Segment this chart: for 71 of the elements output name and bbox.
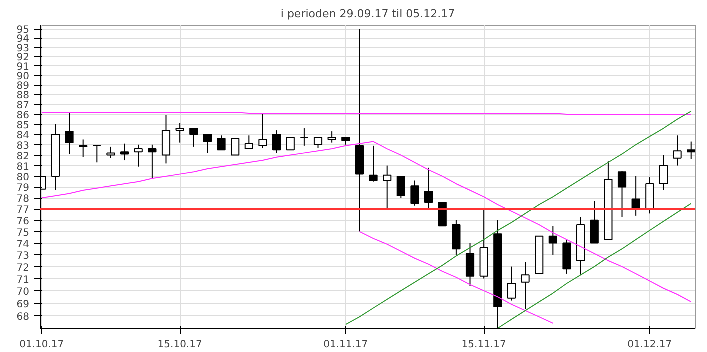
candlestick: [272, 130, 282, 154]
x-tick-label: 01.12.17: [628, 340, 672, 350]
candlestick: [673, 135, 682, 166]
candlestick: [134, 144, 143, 168]
y-tick-label: 92: [16, 52, 30, 64]
y-tick-label: 86: [16, 110, 30, 122]
candlestick: [190, 128, 198, 148]
candlestick: [466, 242, 475, 287]
line-series: [345, 110, 692, 326]
candlestick: [383, 165, 392, 210]
candlestick: [106, 146, 116, 159]
line-series: [359, 231, 554, 324]
candlestick: [424, 167, 434, 210]
y-tick-label: 79: [16, 183, 30, 194]
line-series: [41, 141, 692, 303]
y-tick-label: 89: [16, 81, 30, 92]
candlestick: [314, 137, 323, 148]
y-tick-label: 84: [16, 130, 30, 142]
candlestick: [217, 135, 226, 151]
x-tick-label: 01.11.17: [324, 340, 368, 350]
candlestick: [231, 138, 240, 156]
candlestick: [410, 180, 420, 206]
candlestick: [590, 200, 599, 244]
y-tick-label: 91: [16, 62, 30, 73]
x-tick-label: 15.10.17: [158, 340, 202, 350]
y-tick-label: 70: [16, 286, 30, 298]
candlestick: [328, 131, 336, 144]
candlestick: [618, 170, 627, 218]
candlestick: [548, 226, 558, 256]
line-series: [497, 203, 692, 328]
y-tick-label: 82: [16, 151, 30, 162]
y-tick-label: 68: [16, 312, 30, 323]
candlestick: [300, 128, 309, 146]
y-tick-label: 73: [16, 250, 30, 262]
y-tick-label: 71: [16, 274, 30, 286]
candlestick: [203, 134, 212, 154]
y-tick-label: 90: [16, 71, 30, 82]
x-tick-label: 01.10.17: [20, 340, 64, 350]
y-tick-label: 69: [16, 299, 30, 310]
candlestick: [79, 139, 88, 158]
candlestick: [120, 143, 130, 162]
candlestick: [258, 112, 268, 148]
y-tick-label: 88: [16, 90, 30, 102]
y-tick-label: 83: [16, 140, 30, 152]
chart-title: i perioden 29.09.17 til 05.12.17: [280, 8, 456, 20]
candlestick: [65, 112, 74, 155]
candlestick: [148, 144, 157, 180]
y-tick-label: 78: [16, 194, 30, 206]
y-tick-label: 93: [16, 43, 30, 54]
candlestick: [521, 262, 530, 310]
y-tick-label: 74: [16, 239, 30, 250]
y-tick-label: 94: [16, 34, 30, 46]
candlestick: [396, 176, 406, 199]
y-tick-label: 75: [16, 228, 30, 239]
y-tick-label: 80: [16, 172, 30, 184]
x-tick-label: 15.11.17: [462, 340, 506, 350]
candlestick: [369, 145, 378, 182]
y-tick-label: 76: [16, 216, 30, 228]
candlestick: [438, 202, 447, 227]
y-tick-label: 77: [16, 205, 30, 216]
candlestick: [286, 137, 295, 151]
y-tick-label: 87: [16, 100, 30, 112]
candlestick: [687, 141, 696, 160]
candlestick: [92, 145, 102, 164]
candlestick: [176, 122, 184, 144]
y-tick-label: 85: [16, 120, 30, 132]
candlestick: [659, 154, 668, 191]
y-tick-label: 81: [16, 162, 30, 173]
candlestick: [244, 135, 254, 150]
y-tick-label: 72: [16, 262, 30, 274]
candlestick: [507, 266, 516, 302]
